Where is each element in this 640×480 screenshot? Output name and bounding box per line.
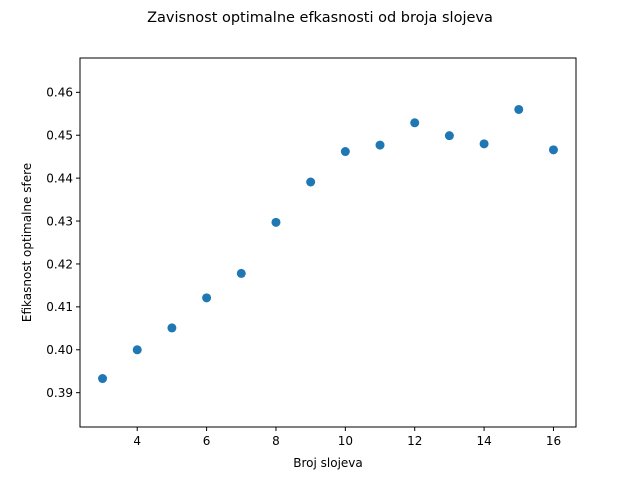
x-tick-label: 16 [546,434,561,448]
y-tick-label: 0.42 [46,257,73,271]
data-point [410,118,420,128]
x-tick-label: 8 [272,434,280,448]
x-tick-label: 6 [203,434,211,448]
data-point [375,140,385,150]
plot-frame [79,57,577,428]
data-point [132,345,142,355]
y-axis-label: Efikasnost optimalne sfere [20,163,34,322]
y-tick-label: 0.44 [46,171,73,185]
data-point [306,177,316,187]
chart-title: Zavisnost optimalne efkasnosti od broja … [147,10,493,26]
y-tick-label: 0.46 [46,86,73,100]
data-point [98,374,108,384]
y-axis: 0.39 0.40 0.41 0.42 0.43 0.44 0.45 0.46 [46,86,80,400]
data-point [479,139,489,149]
data-point [548,145,558,155]
data-point [167,323,177,333]
x-tick-label: 4 [133,434,141,448]
y-tick-label: 0.40 [46,343,73,357]
data-point [202,293,212,303]
y-tick-label: 0.41 [46,300,73,314]
y-tick-label: 0.43 [46,214,73,228]
x-axis: 4 6 8 10 12 14 16 [133,427,561,448]
y-tick-label: 0.39 [46,386,73,400]
data-points [98,104,558,384]
x-tick-label: 14 [476,434,491,448]
data-point [236,268,246,278]
data-point [444,131,454,141]
x-tick-label: 12 [407,434,422,448]
data-point [514,104,524,114]
y-tick-label: 0.45 [46,129,73,143]
x-tick-label: 10 [338,434,353,448]
data-point [340,147,350,157]
x-axis-label: Broj slojeva [293,456,363,470]
data-point [271,217,281,227]
